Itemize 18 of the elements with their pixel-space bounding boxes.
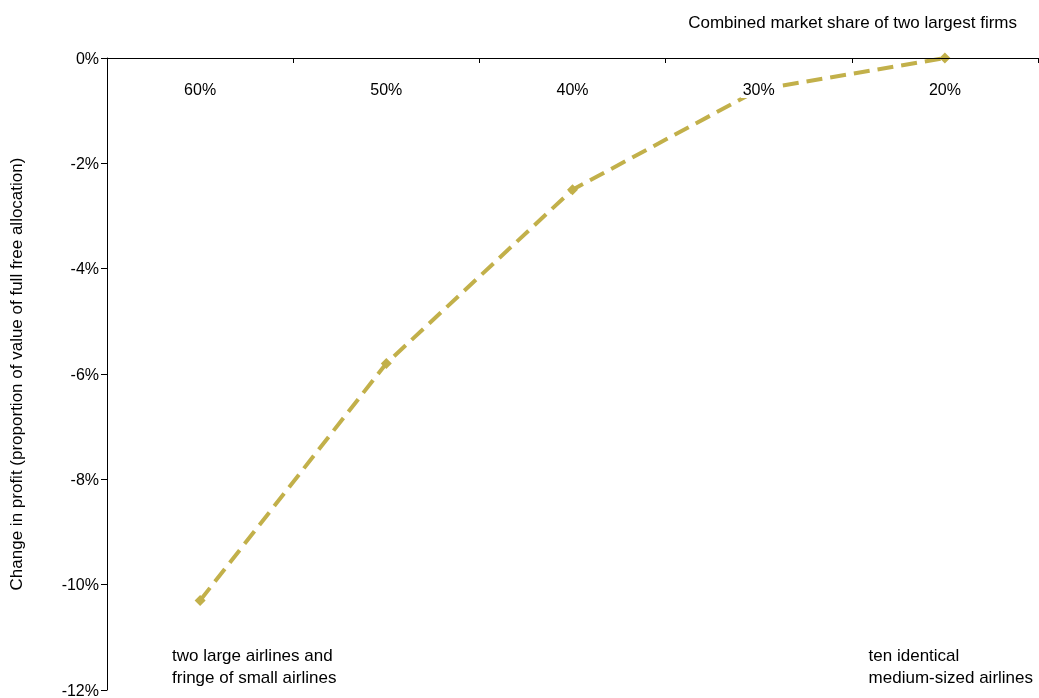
x-tick-label: 40%: [556, 80, 589, 98]
x-tick-label: 50%: [370, 80, 403, 98]
annotation: two large airlines and fringe of small airlines: [172, 645, 337, 687]
x-axis-title: Combined market share of two largest firms: [688, 13, 1018, 32]
y-axis-title: Change in profit (proportion of value of full free allocation): [7, 157, 26, 591]
y-tick-label: 0%: [75, 49, 99, 67]
point: [380, 357, 392, 369]
x-tick-label: 20%: [928, 80, 961, 98]
y-tick-label: -4%: [70, 260, 99, 278]
annotation: ten identical medium-sized airlines: [868, 645, 1033, 687]
y-tick-label: -12%: [61, 681, 99, 698]
y-tick-label: -2%: [70, 154, 99, 172]
y-tick-label: -6%: [70, 365, 99, 383]
point: [567, 184, 578, 196]
x-tick-label: 60%: [184, 80, 217, 98]
y-tick-label: -8%: [70, 470, 99, 488]
y-tick-label: -10%: [61, 576, 99, 594]
point: [194, 594, 206, 606]
